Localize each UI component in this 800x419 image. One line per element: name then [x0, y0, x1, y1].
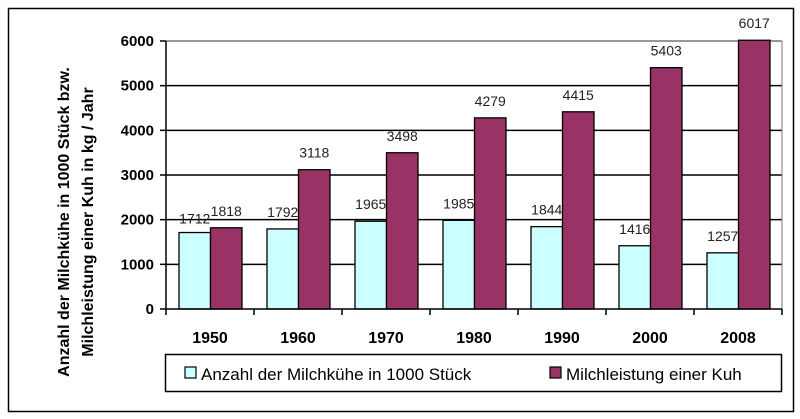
legend-label-cows: Anzahl der Milchkühe in 1000 Stück: [201, 365, 472, 384]
data-label-milk-yield-1990: 4415: [563, 87, 594, 103]
bar-milk-yield-1950: [209, 227, 243, 310]
bar-cows-1990: [530, 225, 564, 310]
x-tick-label-1960: 1960: [280, 330, 316, 347]
y-axis-title-line-1: Anzahl der Milchkühe in 1000 Stück bzw.: [56, 67, 73, 377]
data-label-cows-2008: 1257: [707, 228, 738, 244]
y-axis-title-line-2: Milchleistung einer Kuh in kg / Jahr: [80, 87, 97, 356]
y-tick-label-2000: 2000: [121, 212, 154, 229]
y-tick-label-0: 0: [146, 301, 154, 318]
legend-label-milk-yield: Milchleistung einer Kuh: [566, 365, 742, 384]
data-label-cows-1950: 1712: [179, 211, 210, 227]
bar-cows-2008: [706, 252, 740, 310]
data-label-milk-yield-1960: 3118: [299, 145, 329, 161]
bar-milk-yield-1960: [297, 169, 331, 310]
data-label-cows-1990: 1844: [531, 202, 562, 218]
legend-swatch-cows: [184, 366, 197, 379]
bar-cows-1950: [178, 231, 212, 310]
y-tick-label-3000: 3000: [121, 167, 154, 184]
data-label-cows-1960: 1792: [267, 204, 298, 220]
x-tick-label-1950: 1950: [192, 330, 228, 347]
y-tick-label-4000: 4000: [121, 122, 154, 139]
data-label-milk-yield-2000: 5403: [651, 43, 682, 59]
x-tick-label-2000: 2000: [632, 330, 668, 347]
bar-milk-yield-1980: [473, 117, 507, 310]
x-tick-label-1990: 1990: [544, 330, 580, 347]
y-tick-label-6000: 6000: [121, 33, 154, 50]
y-tick-label-5000: 5000: [121, 78, 154, 95]
y-tick-label-1000: 1000: [121, 256, 154, 273]
x-tick-label-1980: 1980: [456, 330, 492, 347]
bar-cows-1960: [266, 228, 300, 310]
data-label-cows-2000: 1416: [619, 221, 650, 237]
legend: Anzahl der Milchkühe in 1000 Stück Milch…: [164, 353, 783, 393]
data-label-milk-yield-1970: 3498: [387, 128, 418, 144]
bar-cows-1970: [354, 220, 388, 310]
bar-cows-2000: [618, 245, 652, 310]
x-tick-label-1970: 1970: [368, 330, 404, 347]
legend-swatch-milk-yield: [549, 366, 562, 379]
bar-milk-yield-2008: [737, 39, 771, 310]
bar-milk-yield-1970: [385, 152, 419, 310]
x-tick-label-2008: 2008: [720, 330, 756, 347]
data-label-milk-yield-1980: 4279: [475, 93, 506, 109]
bar-cows-1980: [442, 219, 476, 310]
legend-box: [164, 353, 783, 393]
data-label-milk-yield-1950: 1818: [211, 203, 242, 219]
bar-milk-yield-2000: [649, 67, 683, 310]
data-label-milk-yield-2008: 6017: [739, 15, 770, 31]
bar-milk-yield-1990: [561, 111, 595, 310]
data-label-cows-1980: 1985: [443, 195, 474, 211]
data-label-cows-1970: 1965: [355, 196, 386, 212]
